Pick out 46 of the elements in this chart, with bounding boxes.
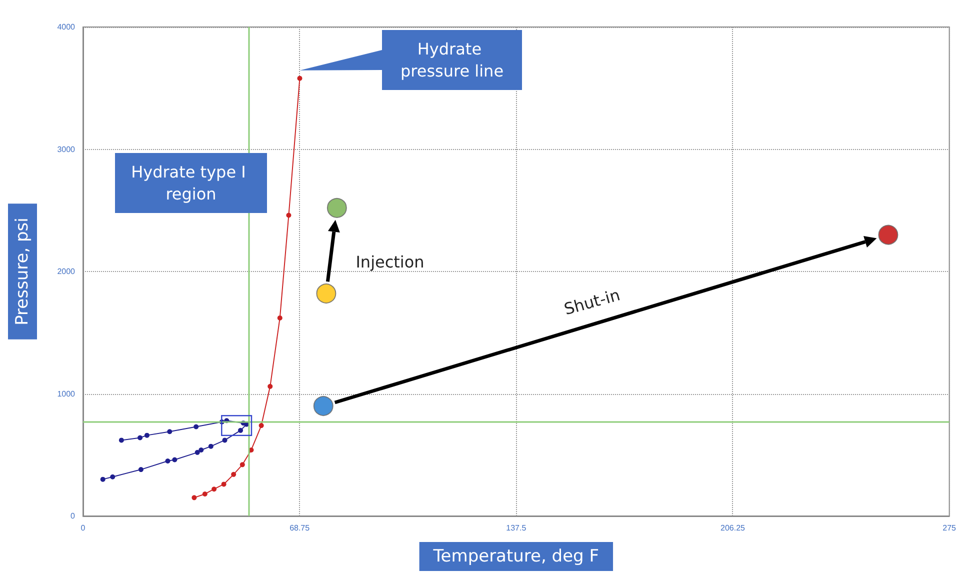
- point: [194, 424, 199, 430]
- point: [316, 284, 336, 304]
- point: [165, 458, 170, 464]
- point: [268, 384, 273, 389]
- point: [202, 491, 208, 496]
- point: [167, 429, 172, 434]
- x-tick-label: 68.75: [290, 524, 310, 532]
- point: [208, 444, 214, 449]
- point: [110, 474, 116, 480]
- annotation: Injection: [356, 252, 424, 272]
- point: [138, 435, 143, 440]
- point: [240, 462, 245, 468]
- point: [138, 467, 144, 472]
- point: [172, 457, 178, 462]
- x-tick-label: 0: [80, 524, 86, 532]
- point: [194, 450, 200, 455]
- x-tick-label: 275: [942, 524, 957, 532]
- y-tick-label: 0: [70, 512, 76, 520]
- point: [212, 486, 217, 492]
- point: [313, 396, 334, 416]
- point: [198, 447, 204, 452]
- point: [221, 482, 226, 487]
- y-tick-label: 3000: [57, 144, 76, 154]
- y-tick-label: 2000: [57, 267, 76, 276]
- point: [238, 428, 244, 433]
- point: [878, 224, 898, 245]
- point: [118, 438, 124, 443]
- annotation: Hydrate pressure line: [400, 40, 504, 80]
- point: [326, 198, 347, 218]
- y-tick-label: 1000: [57, 389, 76, 398]
- y-axis-title: Pressure, psi: [12, 218, 32, 326]
- annotation: Shut-in: [562, 285, 622, 319]
- annotation: Hydrate type I region: [131, 162, 251, 204]
- x-tick-label: 206.25: [720, 524, 746, 532]
- y-tick-label: 4000: [57, 22, 76, 32]
- point: [231, 472, 236, 477]
- point: [144, 432, 150, 438]
- point: [277, 315, 282, 320]
- point: [100, 476, 106, 482]
- point: [286, 212, 292, 218]
- point: [297, 76, 302, 81]
- x-axis-title: Temperature, deg F: [432, 546, 600, 566]
- x-tick-label: 137.5: [506, 524, 527, 532]
- point: [192, 495, 197, 500]
- point: [222, 438, 228, 443]
- point: [258, 423, 264, 428]
